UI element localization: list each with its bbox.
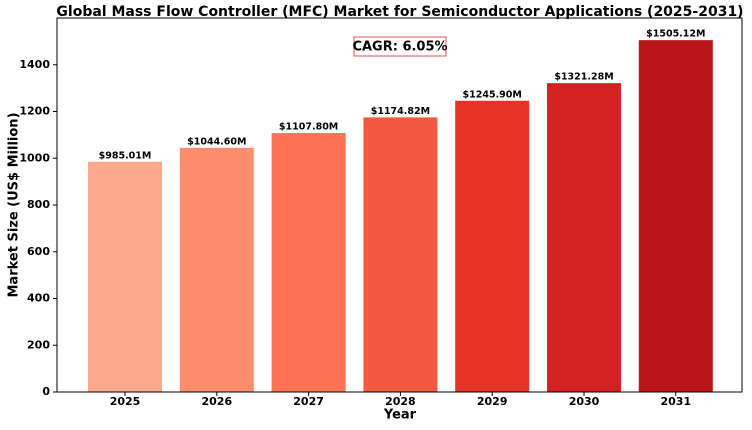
value-label: $985.01M: [99, 150, 152, 161]
y-tick-label: 600: [27, 245, 50, 258]
x-tick-label: 2026: [201, 395, 232, 408]
x-tick-label: 2029: [477, 395, 508, 408]
x-axis-label: Year: [383, 408, 417, 423]
bar: [363, 117, 438, 392]
value-label: $1107.80M: [279, 122, 338, 133]
annotation: CAGR: 6.05%: [352, 40, 447, 55]
y-tick-label: 1400: [19, 58, 50, 71]
bar: [547, 83, 621, 392]
value-label: $1245.90M: [463, 89, 522, 100]
x-tick-label: 2025: [110, 395, 141, 408]
y-tick-label: 1000: [19, 151, 50, 164]
bar: [455, 100, 530, 392]
x-tick-label: 2027: [293, 395, 324, 408]
x-tick-label: 2028: [385, 395, 416, 408]
bar: [88, 161, 162, 392]
value-label: $1174.82M: [371, 106, 430, 117]
chart-title: Global Mass Flow Controller (MFC) Market…: [56, 4, 743, 20]
bar: [179, 147, 254, 392]
value-label: $1321.28M: [554, 72, 613, 83]
y-tick-label: 0: [42, 385, 50, 398]
y-tick-label: 1200: [19, 105, 50, 118]
y-tick-label: 800: [27, 198, 50, 211]
value-label: $1505.12M: [646, 29, 705, 40]
y-axis-label: Market Size (US$ Million): [7, 112, 22, 297]
x-tick-label: 2031: [660, 395, 691, 408]
annotation-box: [353, 36, 447, 57]
x-tick-label: 2030: [569, 395, 600, 408]
bar: [271, 133, 346, 392]
plot-frame: [56, 17, 743, 393]
y-tick-label: 400: [27, 292, 50, 305]
value-label: $1044.60M: [187, 136, 246, 147]
y-tick-label: 200: [27, 338, 50, 351]
bar: [638, 40, 713, 393]
